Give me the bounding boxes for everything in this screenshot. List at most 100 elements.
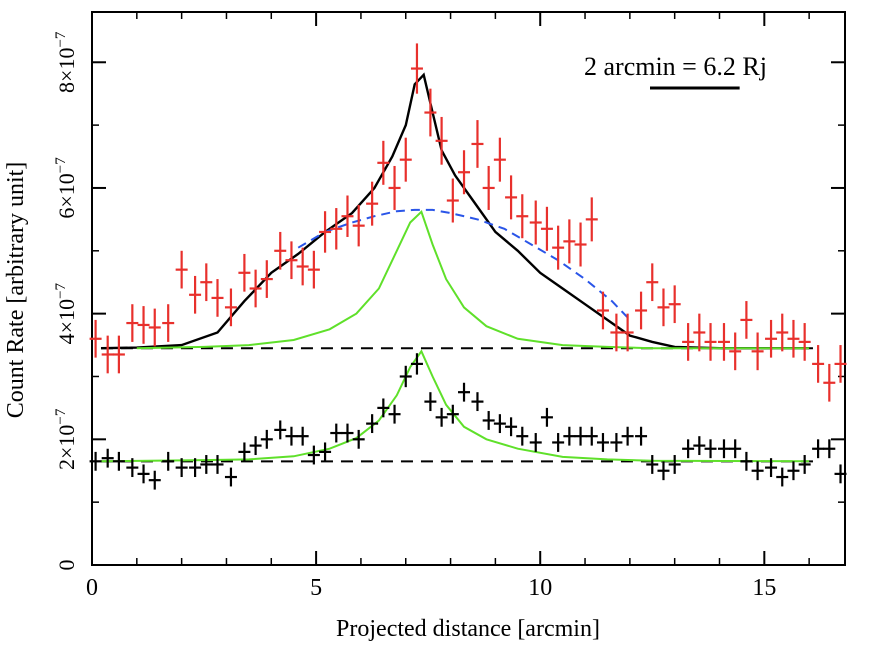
data-point	[529, 433, 542, 452]
data-point	[285, 241, 298, 280]
data-point	[668, 285, 681, 324]
x-tick-label: 15	[752, 575, 776, 601]
data-point	[211, 279, 224, 317]
data-point	[446, 404, 459, 424]
data-point	[89, 319, 102, 358]
data-point	[296, 247, 309, 286]
data-point	[366, 414, 379, 434]
y-tick-label: 0	[54, 560, 79, 571]
data-point	[101, 335, 114, 374]
axis-ticks	[91, 12, 845, 566]
data-point	[285, 426, 298, 446]
data-point	[596, 291, 609, 330]
x-tick-label: 10	[528, 575, 552, 601]
data-point	[516, 426, 529, 446]
y-tick-mantissa: 8×10	[54, 48, 79, 93]
data-point	[765, 319, 778, 358]
data-point	[249, 436, 262, 456]
data-point	[646, 263, 659, 302]
data-point	[529, 200, 542, 245]
data-point	[249, 269, 262, 308]
data-point	[211, 455, 224, 474]
data-point	[126, 458, 139, 478]
data-point	[238, 442, 251, 462]
data-point	[505, 175, 518, 220]
black-data-series	[89, 353, 847, 490]
data-point	[330, 423, 343, 443]
data-point	[751, 461, 764, 481]
data-point	[482, 411, 495, 430]
data-point	[471, 392, 484, 412]
data-point	[787, 461, 800, 481]
data-point	[668, 455, 681, 474]
data-point	[274, 420, 287, 440]
data-point	[787, 319, 800, 358]
data-point	[682, 439, 695, 459]
data-point	[563, 219, 576, 264]
data-point	[776, 467, 789, 487]
x-axis-label: Projected distance [arcmin]	[336, 616, 600, 642]
data-point	[823, 439, 836, 459]
data-point	[200, 455, 213, 474]
data-point	[274, 231, 287, 270]
plot-frame	[91, 11, 846, 566]
data-point	[610, 433, 623, 452]
data-point	[388, 165, 401, 210]
data-point	[540, 407, 553, 427]
data-point	[574, 426, 587, 446]
y-tick-exponent: −7	[53, 157, 69, 173]
data-point	[260, 429, 273, 449]
data-point	[89, 451, 102, 471]
data-point	[635, 291, 648, 330]
data-point	[704, 323, 717, 361]
data-point	[646, 455, 659, 474]
data-point	[319, 442, 332, 462]
data-point	[563, 426, 576, 446]
data-point	[740, 451, 753, 471]
y-axis-label: Count Rate [arbitrary unit]	[3, 162, 29, 419]
data-point	[148, 308, 161, 347]
data-point	[112, 335, 125, 374]
data-point	[585, 197, 598, 242]
data-point	[200, 263, 213, 302]
data-point	[458, 150, 471, 195]
data-point	[101, 448, 114, 468]
data-point	[388, 404, 401, 424]
data-point	[224, 288, 237, 327]
data-point	[377, 398, 390, 418]
data-point	[552, 433, 565, 452]
data-point	[657, 288, 670, 327]
data-point	[175, 458, 188, 478]
data-point	[610, 313, 623, 352]
model-curve	[100, 72, 810, 350]
data-point	[516, 194, 529, 239]
data-point	[471, 120, 484, 168]
data-point	[765, 458, 778, 478]
data-point	[366, 181, 379, 226]
data-point	[175, 250, 188, 289]
data-point	[137, 306, 150, 344]
y-tick-mantissa: 4×10	[54, 299, 79, 344]
scale-annotation: 2 arcmin = 6.2 Rj	[584, 52, 767, 81]
data-point	[112, 451, 125, 471]
data-point	[319, 211, 332, 253]
data-point	[693, 313, 706, 352]
y-tick-label: 2×10−7	[53, 408, 79, 470]
data-point	[540, 206, 553, 251]
data-point	[621, 313, 634, 352]
data-point	[693, 436, 706, 456]
y-tick-label: 6×10−7	[53, 157, 79, 219]
data-point	[717, 323, 730, 361]
data-point	[446, 178, 459, 223]
data-point	[238, 253, 251, 292]
data-point	[307, 250, 320, 289]
y-tick-labels: 02×10−74×10−76×10−78×10−7	[53, 31, 79, 570]
data-point	[596, 433, 609, 452]
data-point	[189, 275, 202, 314]
x-tick-label: 0	[86, 575, 98, 601]
y-tick-exponent: −7	[53, 408, 69, 424]
data-point	[704, 439, 717, 459]
data-point	[729, 439, 742, 459]
data-point	[682, 323, 695, 361]
